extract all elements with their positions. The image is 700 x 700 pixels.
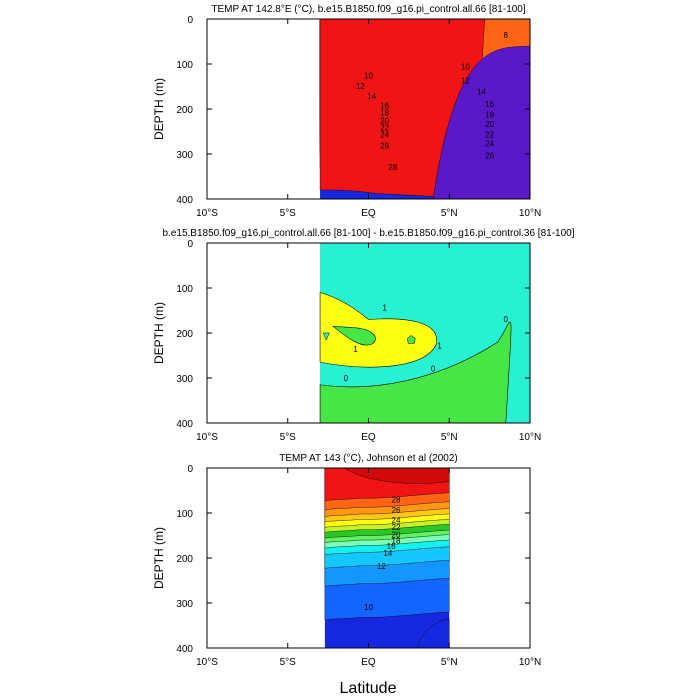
contour-label: 24 bbox=[485, 139, 494, 148]
x-tick-label: 5°N bbox=[441, 657, 458, 668]
x-tick-label: EQ bbox=[361, 432, 376, 443]
x-axis-label: Latitude bbox=[340, 680, 397, 697]
x-tick-label: 10°S bbox=[196, 432, 218, 443]
contour-label: 14 bbox=[383, 549, 392, 558]
y-tick-label: 400 bbox=[176, 419, 193, 430]
contour-label: 0 bbox=[431, 364, 436, 373]
y-tick-label: 0 bbox=[187, 464, 193, 475]
contour-label: 26 bbox=[485, 152, 494, 161]
x-tick-label: 5°N bbox=[441, 208, 458, 219]
contour-label: 22 bbox=[485, 130, 494, 139]
contour-label: 20 bbox=[485, 120, 494, 129]
y-tick-label: 400 bbox=[176, 195, 193, 206]
x-tick-label: EQ bbox=[361, 208, 376, 219]
panel-title: TEMP AT 142.8°E (°C), b.e15.B1850.f09_g1… bbox=[211, 4, 526, 15]
y-tick-label: 0 bbox=[187, 15, 193, 26]
contour-label: 26 bbox=[392, 506, 401, 515]
contour-label: 12 bbox=[356, 82, 365, 91]
y-tick-label: 400 bbox=[176, 644, 193, 655]
y-tick-label: 0 bbox=[187, 239, 193, 250]
y-axis-label: DEPTH (m) bbox=[152, 302, 166, 364]
contour-label: 8 bbox=[504, 31, 509, 40]
contour-label: 10 bbox=[364, 603, 373, 612]
contour-label: 1 bbox=[353, 345, 358, 354]
panel-1: TEMP AT 142.8°E (°C), b.e15.B1850.f09_g1… bbox=[152, 4, 541, 219]
diff-island bbox=[332, 325, 376, 346]
contour-label: 14 bbox=[367, 92, 376, 101]
panel-3: TEMP AT 143 (°C), Johnson et al (2002) 28… bbox=[152, 453, 541, 668]
x-tick-label: 5°S bbox=[280, 208, 297, 219]
contour-label: 28 bbox=[392, 496, 401, 505]
contour-label: 28 bbox=[388, 163, 397, 172]
contour-label: 10 bbox=[364, 71, 373, 80]
contour-label: 14 bbox=[477, 88, 486, 97]
contour-label: 16 bbox=[380, 102, 389, 111]
x-tick-label: 10°N bbox=[519, 657, 541, 668]
contour-label: 24 bbox=[380, 130, 389, 139]
temp-band-top bbox=[343, 467, 450, 484]
x-tick-label: 5°S bbox=[280, 657, 297, 668]
x-tick-label: 10°N bbox=[519, 432, 541, 443]
y-axis-label: DEPTH (m) bbox=[152, 527, 166, 589]
contour-label: 16 bbox=[387, 542, 396, 551]
x-tick-label: 10°S bbox=[196, 208, 218, 219]
contour-label: 1 bbox=[437, 341, 442, 350]
y-tick-label: 300 bbox=[176, 150, 193, 161]
diff-band-high bbox=[319, 292, 437, 368]
y-tick-label: 300 bbox=[176, 374, 193, 385]
panel-2: b.e15.B1850.f09_g16.pi_control.all.66 [8… bbox=[152, 228, 575, 443]
contour-label: 18 bbox=[392, 537, 401, 546]
contour-label: 20 bbox=[392, 530, 401, 539]
contour-label: 20 bbox=[380, 116, 389, 125]
y-tick-label: 100 bbox=[176, 284, 193, 295]
contour-label: 1 bbox=[382, 304, 387, 313]
y-tick-label: 100 bbox=[176, 60, 193, 71]
panel-title: b.e15.B1850.f09_g16.pi_control.all.66 [8… bbox=[163, 228, 575, 239]
y-axis-label: DEPTH (m) bbox=[152, 78, 166, 140]
contour-label: 22 bbox=[392, 523, 401, 532]
y-tick-label: 200 bbox=[176, 105, 193, 116]
x-tick-label: EQ bbox=[361, 657, 376, 668]
x-tick-label: 5°N bbox=[441, 432, 458, 443]
contour-field: 0 0 0 1 1 1 bbox=[319, 243, 530, 424]
contour-label: 12 bbox=[461, 76, 470, 85]
contour-label: 18 bbox=[485, 111, 494, 120]
contour-label: 24 bbox=[392, 516, 401, 525]
contour-label: 16 bbox=[485, 100, 494, 109]
contour-label: 26 bbox=[380, 142, 389, 151]
x-tick-label: 10°S bbox=[196, 657, 218, 668]
contour-label: 0 bbox=[504, 315, 509, 324]
y-tick-label: 300 bbox=[176, 599, 193, 610]
contour-label: 22 bbox=[380, 124, 389, 133]
panel-title: TEMP AT 143 (°C), Johnson et al (2002) bbox=[279, 453, 458, 464]
y-tick-label: 200 bbox=[176, 554, 193, 565]
diff-mark bbox=[406, 335, 416, 344]
contour-label: 10 bbox=[461, 62, 470, 71]
contour-label: 0 bbox=[344, 374, 349, 383]
temp-band-deep bbox=[432, 45, 531, 200]
diff-band-pos bbox=[319, 321, 512, 424]
contour-label: 12 bbox=[377, 562, 386, 571]
x-tick-label: 5°S bbox=[280, 432, 297, 443]
contour-label: 18 bbox=[380, 108, 389, 117]
y-tick-label: 200 bbox=[176, 329, 193, 340]
y-tick-label: 100 bbox=[176, 509, 193, 520]
x-tick-label: 10°N bbox=[519, 208, 541, 219]
diff-mark bbox=[322, 332, 330, 341]
